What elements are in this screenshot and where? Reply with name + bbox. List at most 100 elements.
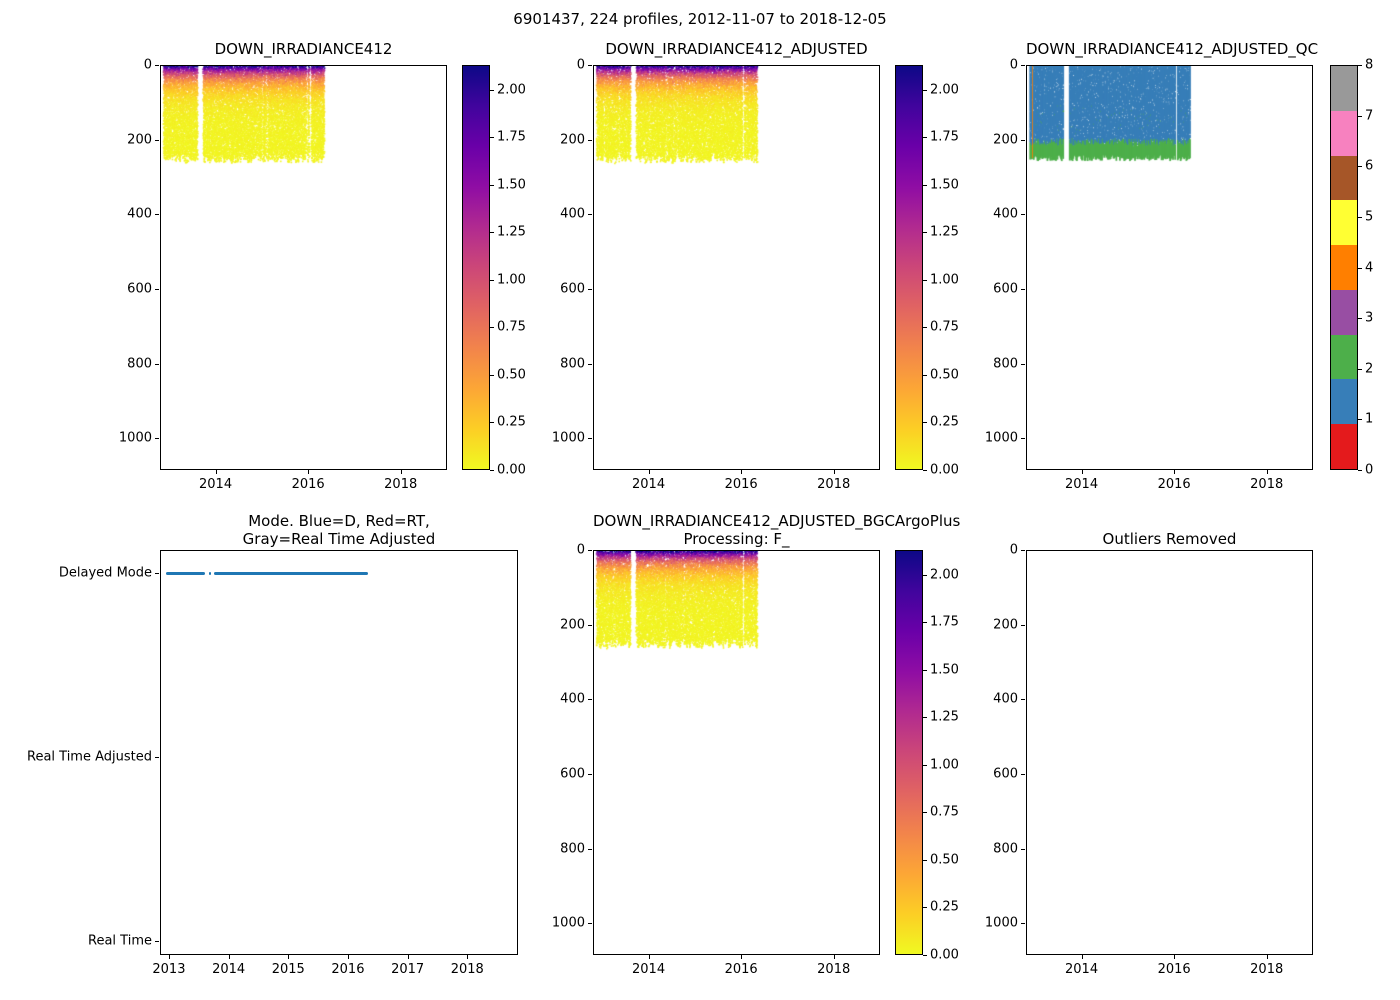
- down-irradiance412-adjusted-data-canvas: [594, 66, 879, 469]
- y-tick-label: 1000: [551, 915, 585, 931]
- mode-title-line-1: Gray=Real Time Adjusted: [242, 530, 436, 548]
- colorbar-tick-mark: [923, 137, 927, 139]
- colorbar-tick-label: 0.00: [930, 947, 959, 963]
- x-tick-label: 2014: [199, 477, 233, 492]
- y-tick-mark: [1021, 214, 1025, 216]
- colorbar-tick-mark: [1358, 115, 1362, 117]
- x-tick-label: 2014: [632, 962, 666, 977]
- down-irradiance412-adjusted-qc-title-line-0: DOWN_IRRADIANCE412_ADJUSTED_QC: [1026, 40, 1319, 58]
- down-irradiance412-colorbar: [462, 65, 490, 470]
- colorbar-tick-mark: [923, 859, 927, 861]
- mode-category-label: Real Time Adjusted: [27, 749, 152, 765]
- colorbar-tick-label: 1.25: [930, 224, 959, 240]
- delayed-mode-line-segment-2: [214, 571, 368, 575]
- y-tick-label: 800: [993, 356, 1018, 372]
- colorbar-tick-mark: [923, 764, 927, 766]
- colorbar-tick-mark: [1358, 216, 1362, 218]
- colorbar-tick-mark: [490, 89, 494, 91]
- x-tick-mark: [288, 955, 290, 959]
- y-tick-label: 1000: [551, 430, 585, 446]
- qc-colorbar-block-7: [1331, 110, 1357, 156]
- colorbar-tick-label: 1.50: [930, 662, 959, 678]
- x-tick-mark: [833, 470, 835, 474]
- qc-colorbar-tick-label: 1: [1365, 411, 1374, 427]
- figure-title: 6901437, 224 profiles, 2012-11-07 to 201…: [513, 10, 887, 28]
- y-tick-mark: [155, 214, 159, 216]
- x-tick-label: 2018: [817, 477, 851, 492]
- qc-colorbar-tick-label: 4: [1365, 260, 1374, 275]
- colorbar-tick-label: 1.50: [497, 177, 526, 193]
- down-irradiance412-adjusted-bgcargoplus-title-line-0: DOWN_IRRADIANCE412_ADJUSTED_BGCArgoPlus: [593, 512, 961, 530]
- y-tick-label: 0: [1009, 542, 1018, 558]
- colorbar-tick-label: 2.00: [497, 82, 526, 98]
- outliers-removed-title-line-0: Outliers Removed: [1102, 530, 1237, 548]
- x-tick-label: 2016: [1157, 962, 1191, 977]
- down-irradiance412-adjusted-bgcargoplus-colorbar: [895, 550, 923, 955]
- colorbar-tick-label: 1.50: [930, 177, 959, 193]
- y-tick-label: 600: [560, 281, 585, 297]
- x-tick-mark: [400, 470, 402, 474]
- y-tick-label: 200: [993, 617, 1018, 633]
- colorbar-tick-mark: [923, 812, 927, 814]
- colorbar-tick-label: 0.25: [497, 414, 526, 430]
- y-tick-label: 400: [993, 206, 1018, 222]
- y-tick-mark: [1021, 288, 1025, 290]
- y-tick-mark: [1021, 773, 1025, 775]
- x-tick-mark: [467, 955, 469, 959]
- colorbar-tick-label: 0.00: [930, 462, 959, 478]
- x-tick-mark: [308, 470, 310, 474]
- y-tick-mark: [588, 699, 592, 701]
- colorbar-tick-mark: [923, 717, 927, 719]
- y-tick-label: 0: [143, 57, 152, 73]
- x-tick-mark: [215, 470, 217, 474]
- y-tick-mark: [588, 438, 592, 440]
- delayed-mode-line-segment-1: [208, 571, 211, 575]
- y-tick-mark: [1021, 550, 1025, 551]
- y-tick-label: 200: [127, 132, 152, 148]
- colorbar-tick-label: 1.00: [497, 272, 526, 288]
- y-tick-mark: [1021, 699, 1025, 701]
- colorbar-tick-label: 1.75: [930, 614, 959, 630]
- colorbar-tick-mark: [923, 89, 927, 91]
- colorbar-tick-mark: [490, 374, 494, 376]
- colorbar-tick-label: 0.00: [497, 462, 526, 478]
- colorbar-tick-mark: [923, 622, 927, 624]
- x-tick-mark: [833, 955, 835, 959]
- y-tick-label: 800: [127, 356, 152, 372]
- colorbar-tick-label: 2.00: [930, 567, 959, 583]
- colorbar-tick-label: 0.50: [930, 852, 959, 868]
- qc-colorbar-tick-label: 0: [1365, 462, 1374, 478]
- colorbar-tick-label: 1.00: [930, 272, 959, 288]
- x-tick-label: 2014: [1065, 962, 1099, 977]
- y-tick-label: 1000: [984, 915, 1018, 931]
- y-tick-label: 0: [576, 57, 585, 73]
- y-tick-mark: [155, 438, 159, 440]
- y-tick-label: 200: [560, 617, 585, 633]
- x-tick-label: 2018: [450, 962, 484, 977]
- x-tick-label: 2015: [271, 962, 305, 977]
- y-tick-label: 600: [993, 281, 1018, 297]
- down-irradiance412-adjusted-qc-colorbar: [1330, 65, 1358, 470]
- colorbar-tick-label: 1.75: [497, 129, 526, 145]
- colorbar-tick-mark: [490, 470, 494, 471]
- down-irradiance412-adjusted-title-line-0: DOWN_IRRADIANCE412_ADJUSTED: [605, 40, 868, 58]
- colorbar-tick-label: 0.75: [930, 804, 959, 820]
- y-tick-mark: [1021, 363, 1025, 365]
- x-tick-mark: [1081, 470, 1083, 474]
- x-tick-label: 2018: [1250, 962, 1284, 977]
- colorbar-tick-label: 2.00: [930, 82, 959, 98]
- y-tick-mark: [1021, 65, 1025, 66]
- colorbar-tick-mark: [923, 232, 927, 234]
- down-irradiance412-data-canvas: [161, 66, 446, 469]
- x-tick-mark: [1266, 470, 1268, 474]
- y-tick-label: 800: [560, 841, 585, 857]
- colorbar-tick-mark: [923, 184, 927, 186]
- x-tick-label: 2014: [632, 477, 666, 492]
- x-tick-label: 2016: [291, 477, 325, 492]
- delayed-mode-line-segment-0: [165, 571, 205, 575]
- colorbar-tick-mark: [1358, 318, 1362, 320]
- x-tick-mark: [228, 955, 230, 959]
- colorbar-tick-mark: [490, 422, 494, 424]
- qc-colorbar-tick-label: 8: [1365, 57, 1374, 73]
